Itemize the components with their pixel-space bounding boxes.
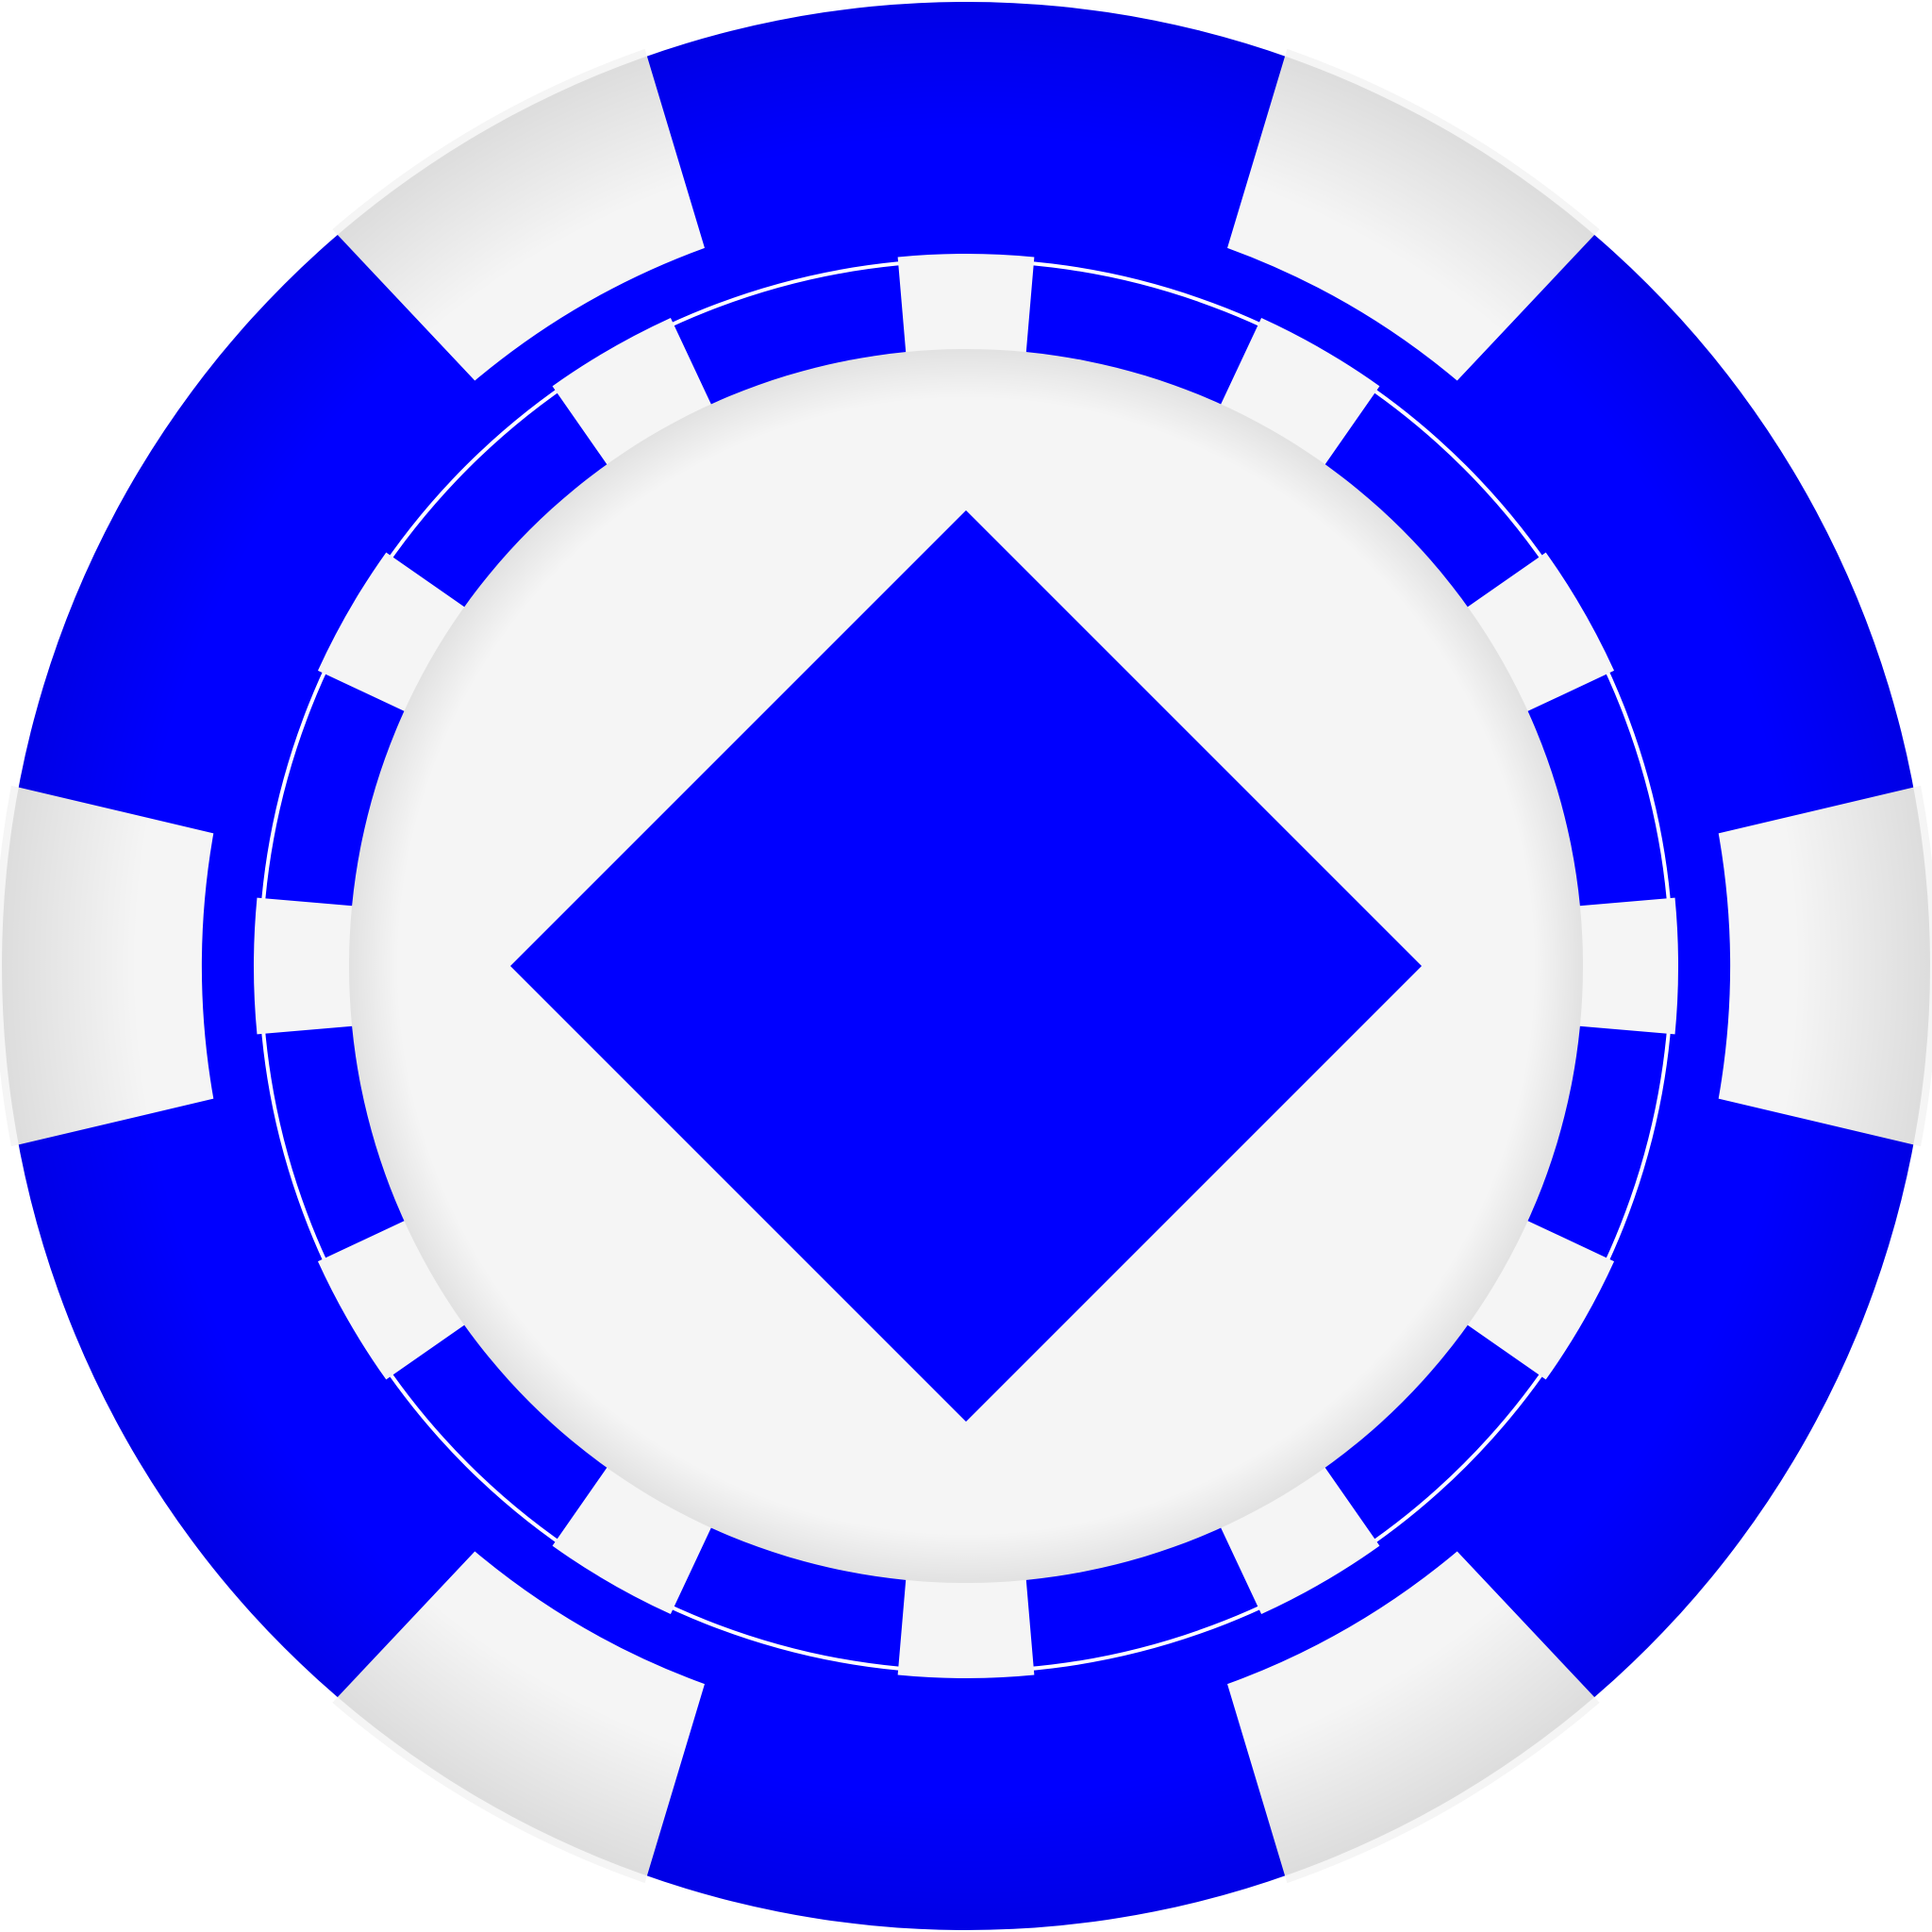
poker-chip bbox=[0, 2, 1932, 1930]
chip-edge-shadow bbox=[2, 2, 1930, 1930]
